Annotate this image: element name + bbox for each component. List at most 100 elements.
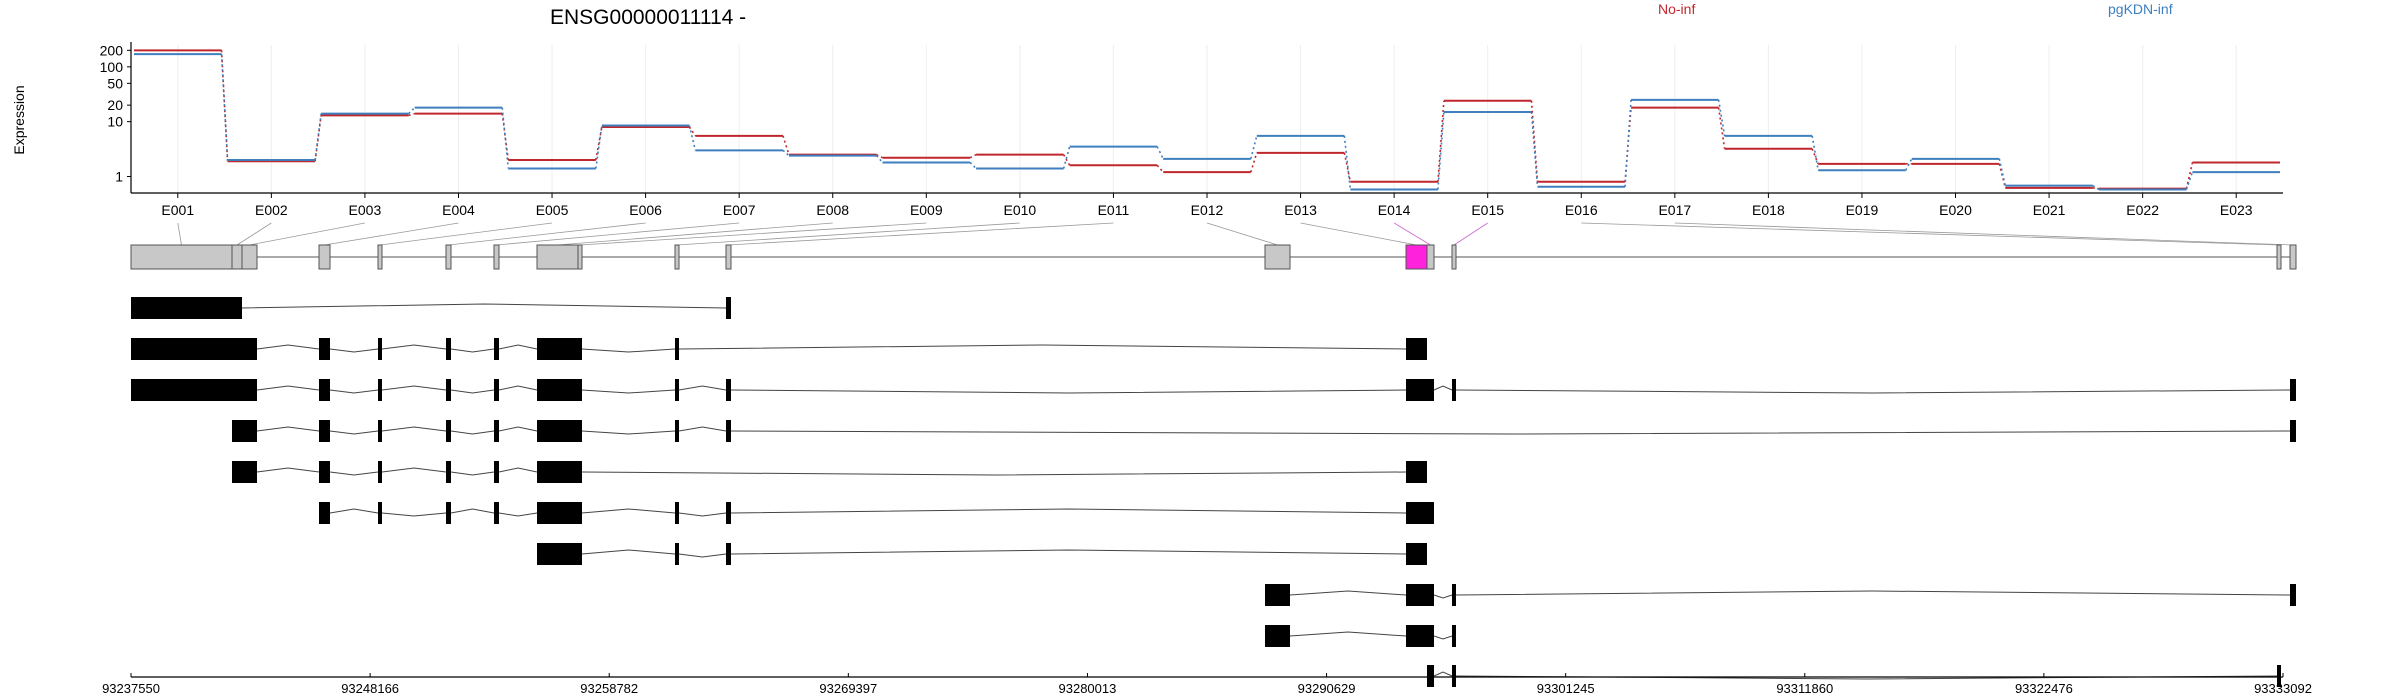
- x-tick-label: E017: [1658, 202, 1691, 218]
- data-connector: [782, 135, 790, 155]
- x-tick-label: E014: [1378, 202, 1411, 218]
- transcript-exon: [446, 461, 451, 483]
- transcript-exon: [537, 379, 582, 401]
- intron-line: [450, 471, 495, 476]
- y-axis-label: Expression: [11, 85, 27, 154]
- x-tick-label: E003: [349, 202, 382, 218]
- transcript-exon: [446, 338, 451, 360]
- transcript-exon: [131, 297, 242, 319]
- transcript-exon: [537, 543, 582, 565]
- intron-line: [498, 344, 538, 350]
- coordinate-label: 93322476: [2015, 681, 2073, 696]
- x-tick-label: E022: [2126, 202, 2159, 218]
- x-tick-label: E016: [1565, 202, 1598, 218]
- exon-mapping-line: [1300, 222, 1417, 246]
- transcript-exon: [319, 502, 330, 524]
- intron-line: [1433, 385, 1453, 391]
- coordinate-label: 93258782: [580, 681, 638, 696]
- transcript-exon: [1265, 584, 1290, 606]
- data-connector: [501, 107, 510, 169]
- flattened-exon: [725, 244, 732, 270]
- transcript-exon: [675, 543, 679, 565]
- transcript-exon: [131, 338, 257, 360]
- intron-line: [256, 344, 320, 350]
- flattened-exon: [377, 244, 383, 270]
- data-connector: [2185, 171, 2194, 190]
- intron-line: [381, 426, 447, 432]
- flattened-exon: [1426, 244, 1435, 270]
- intron-line: [581, 471, 1407, 476]
- intron-line: [329, 508, 379, 514]
- transcript-exon: [726, 502, 731, 524]
- data-connector: [1343, 135, 1352, 190]
- x-tick-label: E018: [1752, 202, 1785, 218]
- intron-line: [581, 549, 676, 555]
- transcript-exon: [378, 420, 382, 442]
- transcript-1: [131, 297, 731, 319]
- y-tick-label: 50: [107, 75, 123, 91]
- intron-line: [581, 508, 676, 514]
- transcript-7: [537, 543, 1427, 565]
- transcript-exon: [446, 420, 451, 442]
- intron-line: [498, 385, 538, 391]
- coordinate-label: 93269397: [819, 681, 877, 696]
- y-tick-label: 100: [100, 59, 124, 75]
- data-connector: [220, 54, 229, 161]
- intron-line: [329, 471, 379, 476]
- intron-line: [678, 426, 727, 432]
- flattened-exon: [2289, 244, 2297, 270]
- transcript-exon: [1452, 584, 1456, 606]
- y-tick-label: 20: [107, 97, 123, 113]
- transcript-exon: [319, 379, 330, 401]
- chart-title: ENSG00000011114 -: [550, 6, 746, 29]
- intron-line: [581, 348, 676, 353]
- x-tick-label: E012: [1191, 202, 1224, 218]
- intron-line: [381, 344, 447, 350]
- intron-line: [329, 430, 379, 435]
- data-connector: [1624, 99, 1632, 187]
- transcript-exon: [1406, 584, 1434, 606]
- transcript-exon: [1452, 625, 1456, 647]
- transcript-exon: [726, 379, 731, 401]
- exon-mapping-line: [236, 222, 272, 246]
- x-tick-label: E021: [2033, 202, 2066, 218]
- transcript-exon: [378, 461, 382, 483]
- x-tick-label: E020: [1939, 202, 1972, 218]
- transcript-exon: [726, 420, 731, 442]
- coordinate-label: 93301245: [1537, 681, 1595, 696]
- transcript-exon: [1406, 625, 1434, 647]
- exon-mapping-line: [1393, 222, 1431, 246]
- transcript-exon: [131, 379, 257, 401]
- transcript-exon: [2277, 665, 2281, 687]
- exon-mapping-line: [1453, 222, 1488, 246]
- transcript-3: [131, 379, 2296, 401]
- data-connector: [1905, 158, 1913, 171]
- data-connector: [2092, 185, 2100, 191]
- transcript-exon: [494, 420, 499, 442]
- y-tick-label: 10: [107, 114, 123, 130]
- transcript-exon: [1406, 338, 1427, 360]
- x-tick-label: E009: [910, 202, 943, 218]
- transcript-exon: [232, 420, 257, 442]
- transcript-exon: [2290, 379, 2296, 401]
- transcript-exon: [537, 461, 582, 483]
- intron-line: [381, 467, 447, 473]
- intron-line: [1289, 631, 1407, 637]
- x-tick-label: E013: [1284, 202, 1317, 218]
- flattened-exon: [1264, 244, 1291, 270]
- x-tick-label: E002: [255, 202, 288, 218]
- data-connector: [782, 149, 790, 157]
- exon-mapping-line: [324, 222, 459, 246]
- coordinate-label: 93333092: [2254, 681, 2312, 696]
- flattened-exon: [241, 244, 258, 270]
- flattened-exon: [318, 244, 331, 270]
- data-connector: [1530, 111, 1539, 187]
- transcript-exon: [726, 543, 731, 565]
- transcript-exon: [1406, 379, 1434, 401]
- data-connector: [595, 125, 603, 169]
- transcript-exon: [494, 338, 499, 360]
- flattened-exon: [577, 244, 583, 270]
- transcript-exon: [537, 420, 582, 442]
- data-connector: [876, 153, 883, 159]
